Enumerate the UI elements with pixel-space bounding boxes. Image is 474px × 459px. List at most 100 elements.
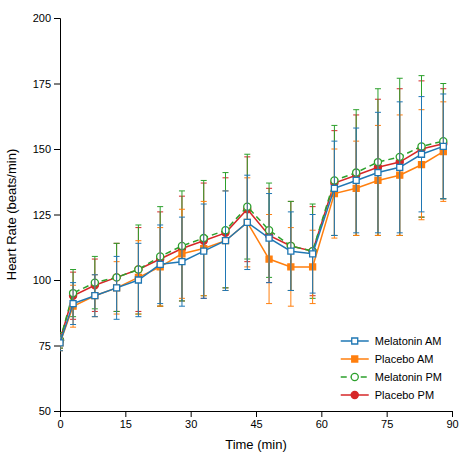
x-tick: 30 <box>185 411 197 430</box>
legend-item: Melatonin AM <box>341 335 442 347</box>
error-bar <box>331 131 337 236</box>
x-tick-mark <box>191 411 192 417</box>
error-bar <box>353 115 359 236</box>
point <box>353 177 359 183</box>
x-tick-label: 75 <box>381 418 393 430</box>
error-bar <box>288 212 294 291</box>
x-tick-label: 45 <box>250 418 262 430</box>
series <box>60 76 447 348</box>
y-tick-label: 100 <box>33 274 51 286</box>
point <box>244 219 250 225</box>
point <box>288 248 294 254</box>
marks <box>60 76 447 351</box>
error-bar <box>288 201 294 290</box>
error-bar <box>135 243 141 316</box>
point <box>201 248 207 254</box>
point <box>114 285 120 291</box>
y-tick: 75 <box>39 340 60 352</box>
error-bar <box>440 94 446 199</box>
x-tick: 15 <box>120 411 132 430</box>
y-tick: 50 <box>39 405 60 417</box>
x-tick: 45 <box>250 411 262 430</box>
y-tick-label: 200 <box>33 12 51 24</box>
y-tick-label: 150 <box>33 143 51 155</box>
y-tick-mark <box>54 84 60 85</box>
error-bar <box>179 217 185 306</box>
legend-label: Placebo AM <box>375 353 434 365</box>
legend: Melatonin AMPlacebo AMMelatonin PMPlaceb… <box>341 335 442 401</box>
point <box>70 301 76 307</box>
y-tick-mark <box>54 280 60 281</box>
y-tick-label: 125 <box>33 209 51 221</box>
error-bar <box>223 191 229 291</box>
error-bar <box>223 191 229 291</box>
error-bar <box>266 188 272 282</box>
point <box>223 238 229 244</box>
y-axis-title: Heart Rate (beats/min) <box>4 149 19 281</box>
error-bar <box>440 89 446 199</box>
error-bar <box>397 89 403 236</box>
point <box>157 261 163 267</box>
error-bar <box>157 212 163 306</box>
error-bar <box>114 256 120 319</box>
y-tick: 175 <box>33 78 60 90</box>
y-tick-mark <box>54 411 60 412</box>
y-tick-label: 175 <box>33 78 51 90</box>
series-line <box>60 144 443 341</box>
error-bar <box>244 175 250 269</box>
error-bar <box>92 275 98 317</box>
series <box>60 81 447 348</box>
y-tick-mark <box>54 149 60 150</box>
series-line <box>60 152 443 343</box>
point <box>310 251 316 257</box>
y-tick-mark <box>54 215 60 216</box>
point <box>92 293 98 299</box>
error-bar <box>440 84 446 199</box>
point <box>60 340 63 346</box>
error-bar <box>375 89 381 236</box>
x-tick-mark <box>321 411 322 417</box>
error-bar <box>331 141 337 235</box>
point <box>114 285 120 291</box>
point <box>135 277 141 283</box>
chart: 01530456075905075100125150175200Time (mi… <box>0 0 474 459</box>
y-tick: 125 <box>33 209 60 221</box>
y-axis: 50 75 100 125 150 175 200 <box>33 12 61 417</box>
error-bar <box>310 215 316 294</box>
error-bar <box>375 112 381 233</box>
legend-label: Melatonin AM <box>375 335 442 347</box>
series-line <box>60 146 443 343</box>
x-tick-label: 0 <box>57 418 63 430</box>
point <box>397 164 403 170</box>
x-tick-mark <box>452 411 453 417</box>
point <box>244 219 250 225</box>
point <box>60 340 63 346</box>
x-tick: 0 <box>57 411 63 430</box>
error-bar <box>353 110 359 236</box>
error-bar <box>310 204 316 298</box>
y-tick: 200 <box>33 12 60 24</box>
plot: 01530456075905075100125150175200Time (mi… <box>4 12 459 452</box>
x-tick-mark <box>256 411 257 417</box>
error-bar <box>310 207 316 296</box>
x-tick-label: 15 <box>120 418 132 430</box>
x-tick-label: 60 <box>316 418 328 430</box>
y-tick: 150 <box>33 143 60 155</box>
y-tick-label: 50 <box>39 405 51 417</box>
y-tick: 100 <box>33 274 60 286</box>
error-bar <box>70 283 76 325</box>
x-tick-label: 30 <box>185 418 197 430</box>
error-bar <box>397 78 403 235</box>
x-tick: 60 <box>316 411 328 430</box>
legend-marker <box>352 356 358 362</box>
error-bar <box>419 76 425 217</box>
x-axis: 0153045607590 <box>57 411 458 430</box>
point <box>375 170 381 176</box>
y-tick-label: 75 <box>39 340 51 352</box>
point <box>440 143 446 149</box>
error-bar <box>353 128 359 233</box>
error-bar <box>288 201 294 290</box>
legend-marker <box>351 391 358 398</box>
error-bar <box>201 204 207 298</box>
y-axis-line <box>54 19 61 412</box>
